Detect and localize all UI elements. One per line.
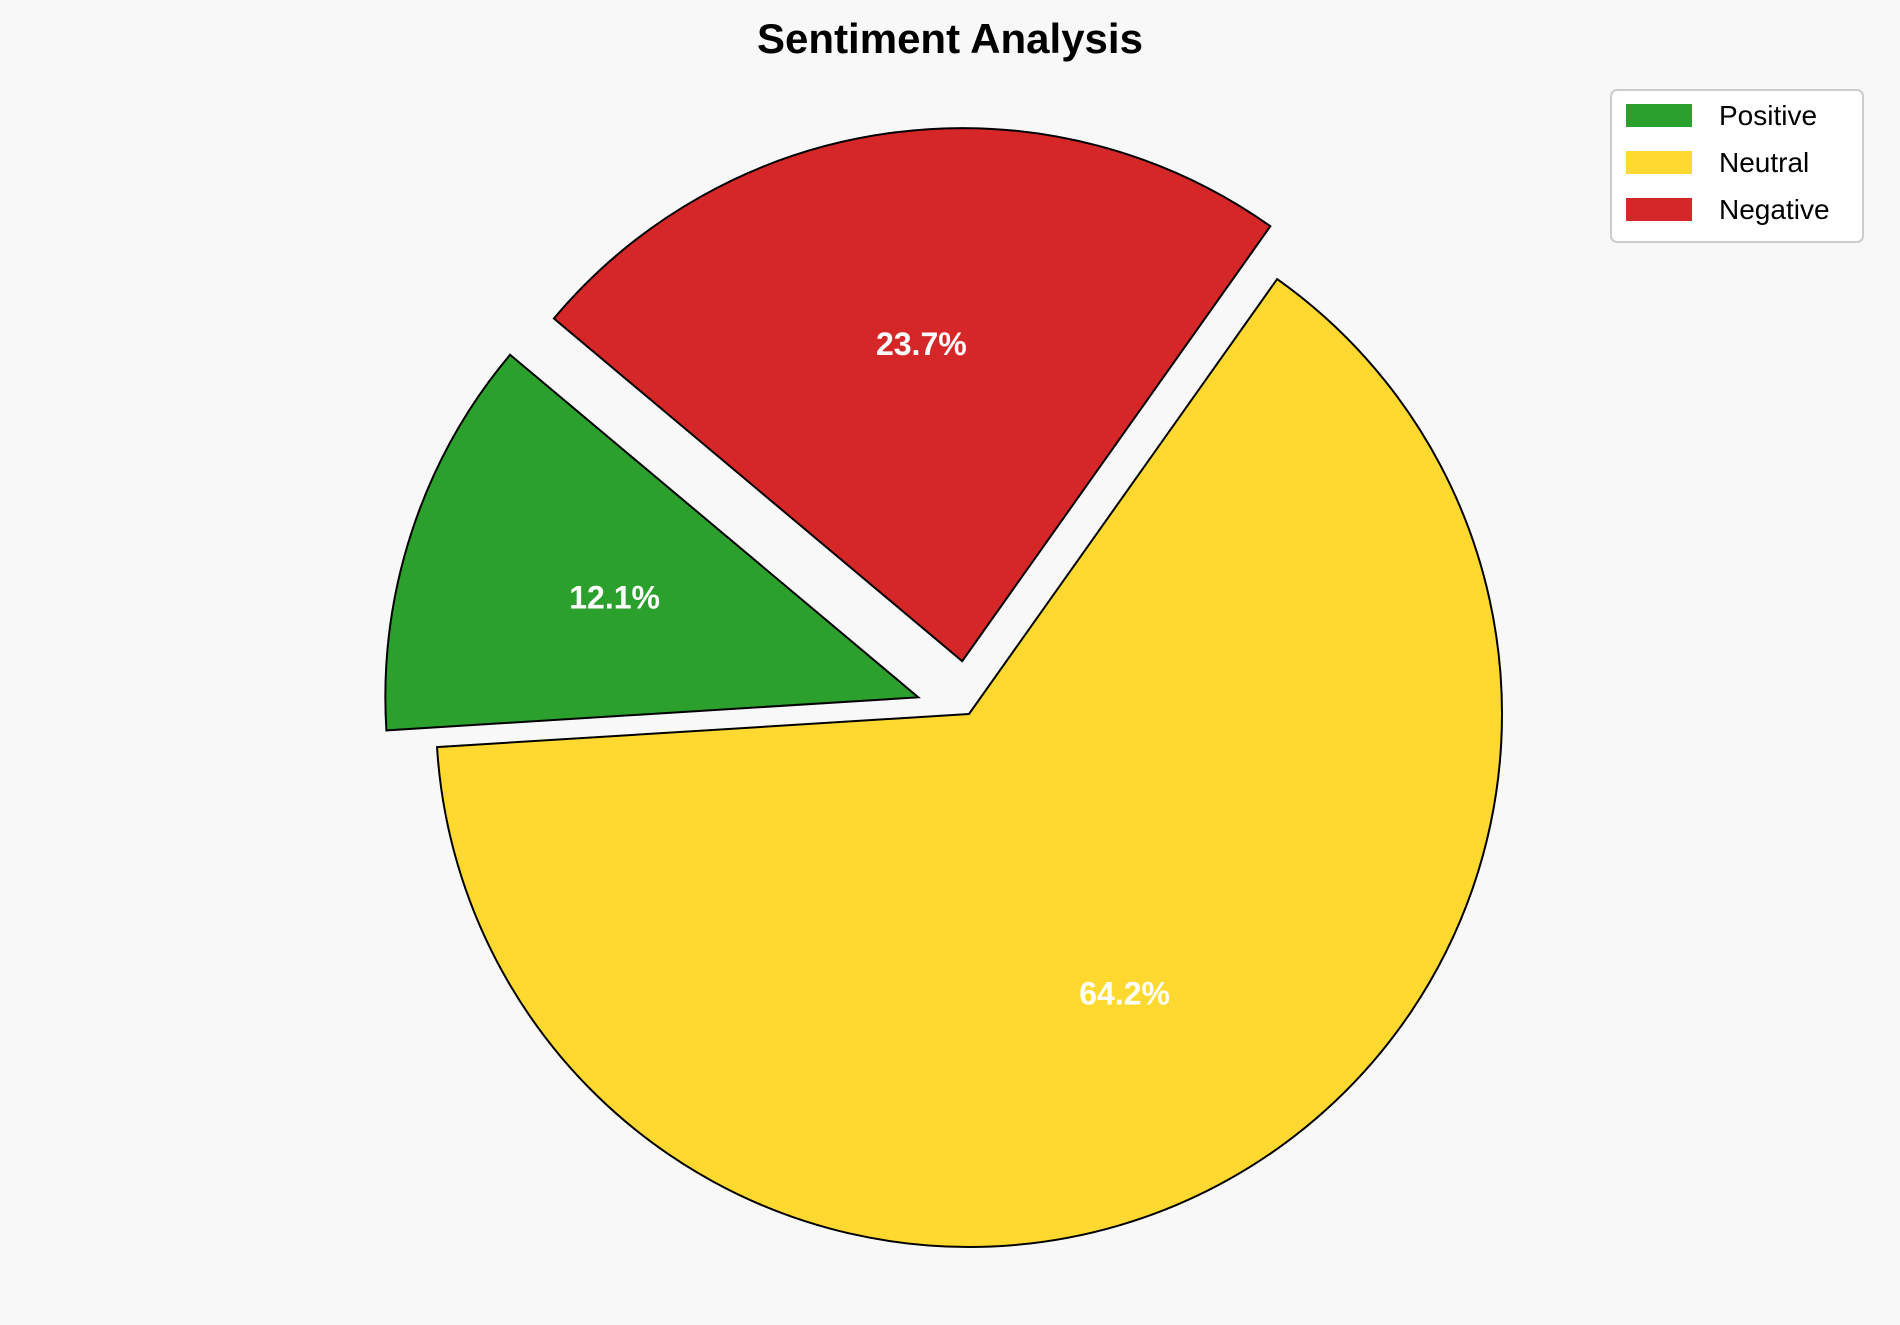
legend-swatch (1626, 198, 1692, 221)
slice-label-positive: 12.1% (569, 579, 660, 615)
legend-swatch (1626, 104, 1692, 127)
pie-slice-neutral (435, 277, 1503, 1248)
pie-slice-negative (552, 127, 1272, 663)
legend-label: Positive (1719, 100, 1817, 131)
legend: Positive Neutral Negative (1610, 89, 1864, 243)
legend-item-neutral: Neutral (1626, 147, 1809, 178)
slice-label-neutral: 64.2% (1079, 975, 1170, 1011)
legend-label: Neutral (1719, 147, 1809, 178)
legend-label: Negative (1719, 194, 1830, 225)
legend-item-negative: Negative (1626, 194, 1830, 225)
legend-item-positive: Positive (1626, 100, 1817, 131)
pie-slice-positive (384, 353, 921, 732)
chart-title: Sentiment Analysis (757, 15, 1143, 62)
legend-swatch (1626, 151, 1692, 174)
slice-label-negative: 23.7% (876, 326, 967, 362)
